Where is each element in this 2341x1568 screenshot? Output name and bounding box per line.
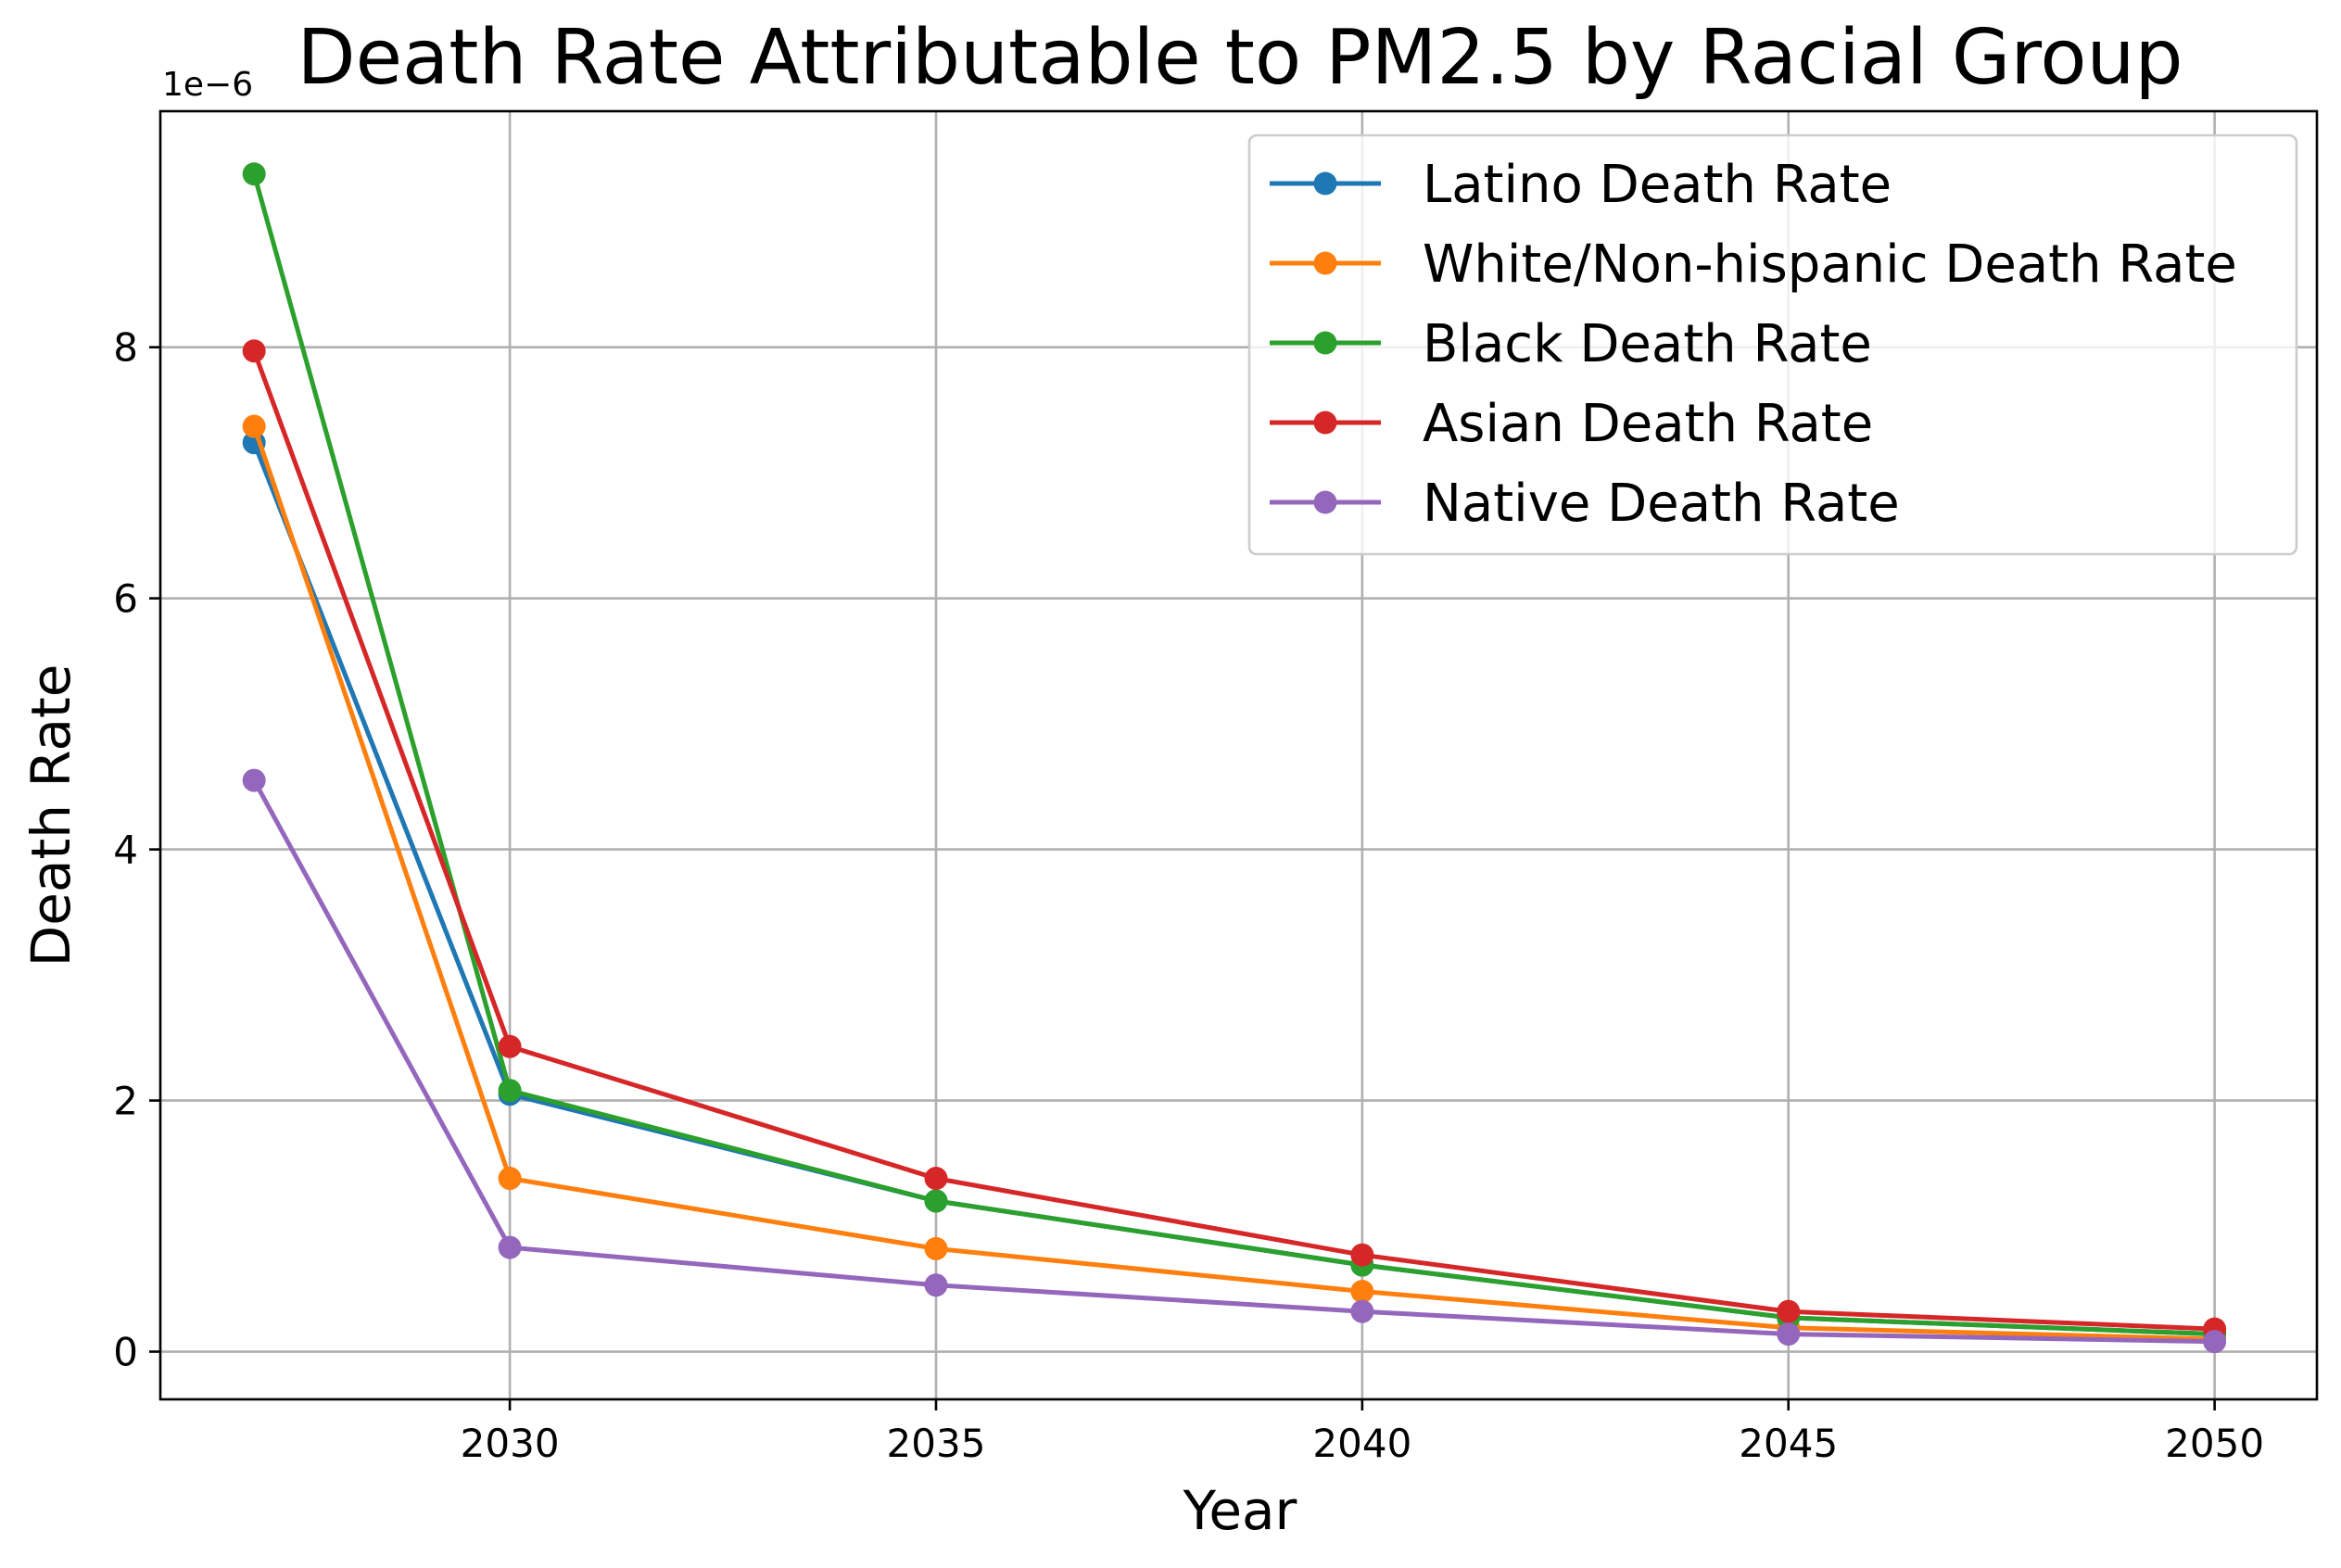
x-tick-label: 2030: [461, 1421, 560, 1466]
x-tick-label: 2040: [1312, 1421, 1411, 1466]
legend-label: White/Non-hispanic Death Rate: [1423, 234, 2237, 295]
chart-title: Death Rate Attributable to PM2.5 by Raci…: [297, 14, 2183, 102]
data-point-asian-death-rate: [924, 1167, 948, 1191]
data-point-native-death-rate: [2203, 1330, 2227, 1354]
legend: Latino Death Rate White/Non-hispanic Deat…: [1247, 133, 2298, 556]
legend-label: Black Death Rate: [1423, 314, 1872, 374]
series-line-native-death-rate: [251, 778, 2218, 1345]
data-point-black-death-rate: [924, 1189, 948, 1213]
y-tick-label: 8: [113, 325, 138, 371]
y-tick-label: 6: [113, 576, 138, 622]
data-point-native-death-rate: [242, 768, 266, 792]
series-line-white-non-hispanic-death-rate: [251, 424, 2218, 1342]
series-group: [242, 162, 2227, 1354]
data-point-asian-death-rate: [498, 1034, 522, 1058]
legend-marker: [1313, 411, 1337, 435]
x-tick-label: 2035: [887, 1421, 986, 1466]
data-point-native-death-rate: [1777, 1322, 1801, 1347]
y-tick-label: 4: [113, 828, 138, 873]
legend-label: Native Death Rate: [1423, 474, 1900, 534]
data-point-native-death-rate: [1350, 1299, 1374, 1323]
x-tick-label: 2050: [2165, 1421, 2264, 1466]
data-point-white-non-hispanic-death-rate: [242, 414, 266, 438]
series-line-latino-death-rate: [251, 440, 2218, 1337]
data-point-asian-death-rate: [1777, 1299, 1801, 1323]
y-axis-offset-label: 1e−6: [162, 66, 253, 104]
legend-marker: [1313, 251, 1337, 275]
legend-marker: [1313, 490, 1337, 514]
series-line-asian-death-rate: [251, 348, 2218, 1332]
y-tick-label: 2: [113, 1079, 138, 1124]
data-point-black-death-rate: [242, 162, 266, 186]
data-point-asian-death-rate: [242, 339, 266, 363]
data-point-white-non-hispanic-death-rate: [1350, 1279, 1374, 1303]
data-point-asian-death-rate: [1350, 1243, 1374, 1267]
legend-label: Asian Death Rate: [1423, 394, 1873, 454]
plot-frame: [158, 109, 2319, 1401]
data-point-native-death-rate: [924, 1273, 948, 1297]
legend-box: [1247, 133, 2298, 556]
y-tick-label: 0: [113, 1330, 138, 1375]
axis-ticks: 2030 2035 2040 2045 2050 0 2 4 6 8: [113, 325, 2264, 1466]
data-point-native-death-rate: [498, 1235, 522, 1259]
x-tick-label: 2045: [1739, 1421, 1838, 1466]
legend-marker: [1313, 331, 1337, 355]
data-point-black-death-rate: [498, 1079, 522, 1103]
legend-label: Latino Death Rate: [1423, 155, 1892, 215]
legend-marker: [1313, 171, 1337, 196]
y-axis-label: Death Rate: [19, 664, 82, 967]
data-point-white-non-hispanic-death-rate: [924, 1236, 948, 1260]
series-line-black-death-rate: [251, 171, 2218, 1337]
data-point-white-non-hispanic-death-rate: [498, 1167, 522, 1191]
x-axis-label: Year: [1183, 1479, 1297, 1542]
